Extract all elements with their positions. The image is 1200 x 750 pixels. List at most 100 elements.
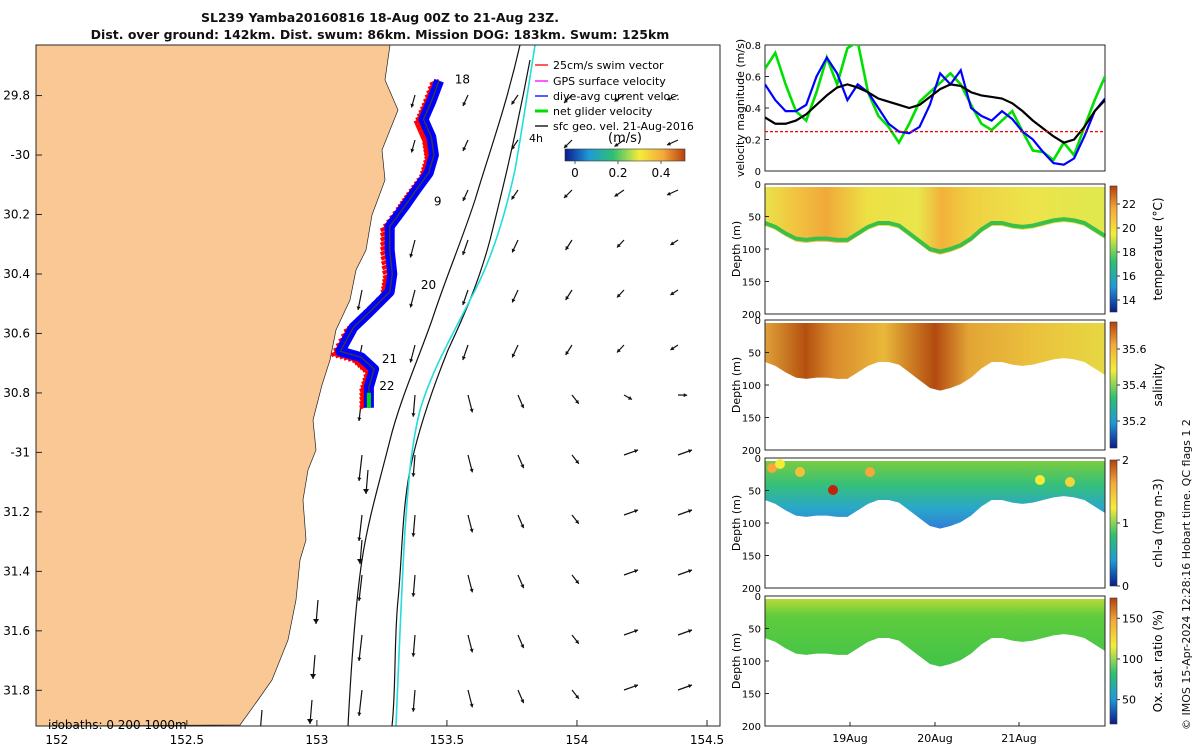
temperature-cbtick-4: 22 <box>1122 198 1136 211</box>
day-labels: 18 9 20 21 22 <box>379 73 470 393</box>
day-label-4: 22 <box>379 379 394 393</box>
legend-label-swim-vector: 25cm/s swim vector <box>553 59 664 72</box>
map-ytick-2: 30.2 <box>3 208 30 222</box>
chl-a-field <box>765 461 1105 529</box>
chl-a-ytick-0: 0 <box>755 454 761 465</box>
map-ytick-0: 29.8 <box>3 89 30 103</box>
legend-item-swim-vector: 25cm/s swim vector <box>535 59 664 72</box>
map-ytick-4: 30.6 <box>3 326 30 340</box>
map-colorbar-tick-2: 0.4 <box>651 166 670 180</box>
velocity-series-sfc-geo <box>765 83 1105 144</box>
map-xtick-2: 153 <box>305 733 328 747</box>
salinity-ylabel: Depth (m) <box>730 357 743 413</box>
day-label-1: 9 <box>434 195 442 209</box>
chl-a-colorbar-label: chl-a (mg m-3) <box>1151 478 1165 567</box>
isobaths-label: isobaths: 0 200 1000m <box>48 718 187 732</box>
map-ytick-9: 31.6 <box>3 624 30 638</box>
scale-label-4h: 4h <box>529 132 543 145</box>
oxygen-colorbar-label: Ox. sat. ratio (%) <box>1151 610 1165 712</box>
chart-title-line2: Dist. over ground: 142km. Dist. swum: 86… <box>90 27 670 42</box>
isobath-lines <box>347 45 536 726</box>
temperature-cbtick-3: 20 <box>1122 222 1136 235</box>
salinity-cbtick-2: 35.6 <box>1122 343 1147 356</box>
chl-a-point-4 <box>865 467 875 477</box>
map-ytick-1: -30 <box>10 148 30 162</box>
chl-a-ytick-1: 50 <box>748 487 761 498</box>
temperature-ytick-3: 150 <box>742 278 761 289</box>
map-colorbar-tick-0: 0 <box>571 166 579 180</box>
temperature-ylabel: Depth (m) <box>730 221 743 277</box>
oxygen-ytick-1: 50 <box>748 625 761 636</box>
temperature-cbtick-2: 18 <box>1122 246 1136 259</box>
chl-a-point-0 <box>767 463 777 473</box>
oxygen-ytick-4: 200 <box>742 722 761 733</box>
velocity-ylabel: velocity magnitude (m/s) <box>734 39 747 177</box>
time-tick-19aug: 19Aug <box>832 732 867 745</box>
chl-a-cbtick-0: 0 <box>1122 580 1129 593</box>
salinity-field <box>765 323 1105 391</box>
temperature-colorbar-label: temperature (°C) <box>1151 198 1165 301</box>
velocity-series-dive-avg <box>765 55 1105 166</box>
salinity-ytick-2: 100 <box>742 381 761 392</box>
day-label-2: 20 <box>421 278 436 292</box>
chl-a-point-1 <box>775 459 785 469</box>
chl-a-ylabel: Depth (m) <box>730 495 743 551</box>
map-axes: 152 152.5 153 153.5 154 154.5 29.8 -30 30.2 30.4 3… <box>3 89 724 747</box>
map-ytick-3: 30.4 <box>3 267 30 281</box>
temperature-cbtick-1: 16 <box>1122 270 1136 283</box>
section-temperature: 0 50 100 150 200 Depth (m) 14 16 18 20 22 temperatu… <box>730 180 1165 321</box>
map-frame <box>35 44 721 727</box>
chl-a-point-2 <box>795 467 805 477</box>
oxygen-ylabel: Depth (m) <box>730 633 743 689</box>
map-colorbar <box>564 148 686 162</box>
chl-a-point-6 <box>1065 477 1075 487</box>
salinity-colorbar-label: salinity <box>1151 363 1165 406</box>
temperature-colorbar <box>1109 185 1118 313</box>
salinity-cbtick-0: 35.2 <box>1122 415 1147 428</box>
velocity-ytick-1: 0.2 <box>745 136 761 147</box>
chl-a-colorbar <box>1109 459 1118 587</box>
map-xtick-5: 154.5 <box>690 733 724 747</box>
map-panel: 152 152.5 153 153.5 154 154.5 29.8 -30 30.2 30.4 3… <box>3 44 724 747</box>
salinity-ytick-3: 150 <box>742 414 761 425</box>
velocity-ytick-4: 0.8 <box>745 41 761 52</box>
map-ytick-6: -31 <box>10 445 30 459</box>
section-oxygen: 0 50 100 150 200 Depth (m) 50 100 150 Ox. sat. ra… <box>730 592 1165 733</box>
oxygen-cbtick-0: 50 <box>1122 694 1136 707</box>
legend-label-gps-velocity: GPS surface velocity <box>553 75 666 88</box>
legend-item-gps-velocity: GPS surface velocity <box>535 75 666 88</box>
geo-velocity-vectors <box>260 94 693 726</box>
temperature-ytick-2: 100 <box>742 245 761 256</box>
map-colorbar-tick-1: 0.2 <box>608 166 627 180</box>
chl-a-ytick-2: 100 <box>742 519 761 530</box>
section-salinity: 0 50 100 150 200 Depth (m) 35.2 35.4 35.6 salinit… <box>730 316 1165 457</box>
day-label-3: 21 <box>382 352 397 366</box>
legend-label-sfc-geo-velocity: sfc geo. vel. 21-Aug-2016 <box>553 120 694 133</box>
time-axis: 19Aug 20Aug 21Aug <box>832 732 1036 745</box>
legend-label-dive-avg-current: dive-avg current veloc. <box>553 90 680 103</box>
day-label-0: 18 <box>455 73 470 87</box>
velocity-panel: 0 0.2 0.4 0.6 0.8 velocity magnitude (m/s) <box>734 39 1106 178</box>
salinity-colorbar <box>1109 321 1118 449</box>
map-xtick-3: 153.5 <box>430 733 464 747</box>
chl-a-point-5 <box>1035 475 1045 485</box>
legend-item-net-glider-velocity: net glider velocity <box>535 105 653 118</box>
temperature-ytick-1: 50 <box>748 213 761 224</box>
oxygen-colorbar <box>1109 597 1118 725</box>
chl-a-ytick-4: 200 <box>742 584 761 595</box>
map-xtick-1: 152.5 <box>170 733 204 747</box>
map-colorbar-title: (m/s) <box>608 131 642 146</box>
oxygen-ytick-2: 100 <box>742 657 761 668</box>
velocity-ytick-0: 0 <box>755 167 761 178</box>
salinity-ytick-0: 0 <box>755 316 761 327</box>
temperature-cbtick-0: 14 <box>1122 294 1136 307</box>
chart-title-line1: SL239 Yamba20160816 18-Aug 00Z to 21-Aug… <box>201 10 559 25</box>
map-ytick-10: 31.8 <box>3 683 30 697</box>
chl-a-cbtick-2: 2 <box>1122 454 1129 467</box>
time-tick-21aug: 21Aug <box>1001 732 1036 745</box>
legend-label-net-glider-velocity: net glider velocity <box>553 105 653 118</box>
section-chl-a: 0 50 100 150 200 Depth (m) 0 1 2 chl-a (mg m-3) <box>730 454 1165 595</box>
oxygen-ytick-0: 0 <box>755 592 761 603</box>
